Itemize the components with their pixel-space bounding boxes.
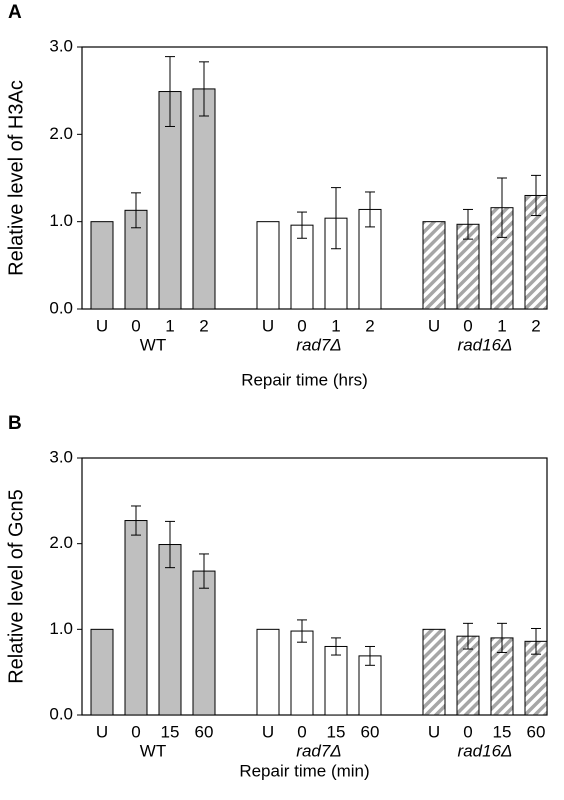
plot-frame xyxy=(81,46,548,310)
error-bar xyxy=(297,211,307,239)
bar xyxy=(192,88,216,310)
x-tick-label: 2 xyxy=(199,316,208,335)
bar xyxy=(256,221,280,310)
error-bar xyxy=(365,645,375,666)
x-tick-label: 1 xyxy=(331,316,340,335)
error-bar xyxy=(297,619,307,643)
error-bar xyxy=(165,56,175,127)
x-tick-label: 0 xyxy=(297,316,306,335)
error-bar xyxy=(463,208,473,240)
bar xyxy=(290,630,314,716)
x-tick-label: U xyxy=(262,316,274,335)
error-bar xyxy=(497,622,507,653)
x-tick-label: 0 xyxy=(131,316,140,335)
y-axis-label: Relative level of Gcn5 xyxy=(5,489,27,684)
y-tick-label: 0.0 xyxy=(49,298,73,317)
group-label: rad16Δ xyxy=(458,335,513,354)
group-label: rad7Δ xyxy=(296,335,341,354)
x-tick-label: 60 xyxy=(361,722,380,741)
error-bar xyxy=(199,553,209,589)
x-tick-label: 15 xyxy=(161,722,180,741)
group-label: WT xyxy=(140,335,166,354)
bar xyxy=(422,221,446,310)
group-label: WT xyxy=(140,741,166,760)
x-axis-label: Repair time (hrs) xyxy=(241,370,368,389)
x-tick-label: 60 xyxy=(527,722,546,741)
x-tick-label: 2 xyxy=(531,316,540,335)
x-tick-label: U xyxy=(262,722,274,741)
y-tick-label: 0.0 xyxy=(49,704,73,723)
x-tick-label: U xyxy=(96,316,108,335)
bar xyxy=(422,628,446,716)
error-bar xyxy=(531,627,541,655)
bar xyxy=(90,628,114,716)
bar xyxy=(158,544,182,716)
x-tick-label: 15 xyxy=(493,722,512,741)
y-tick-label: 2.0 xyxy=(49,124,73,143)
error-bar xyxy=(331,187,341,250)
error-bar xyxy=(463,622,473,650)
error-bar xyxy=(331,637,341,656)
error-bar xyxy=(531,174,541,217)
y-tick-label: 1.0 xyxy=(49,619,73,638)
x-tick-label: 1 xyxy=(497,316,506,335)
x-tick-label: 0 xyxy=(463,722,472,741)
bar xyxy=(324,645,348,716)
x-tick-label: 1 xyxy=(165,316,174,335)
bar xyxy=(256,628,280,716)
group-label: rad16Δ xyxy=(458,741,513,760)
x-tick-label: U xyxy=(428,316,440,335)
y-axis-label: Relative level of H3Ac xyxy=(5,80,27,276)
y-tick-label: 3.0 xyxy=(49,36,73,55)
x-tick-label: 60 xyxy=(195,722,214,741)
error-bar xyxy=(365,191,375,228)
panel-label: B xyxy=(8,413,22,434)
x-tick-label: U xyxy=(428,722,440,741)
plot-frame xyxy=(81,457,548,716)
bar xyxy=(192,570,216,716)
group-label: rad7Δ xyxy=(296,741,341,760)
x-tick-label: 2 xyxy=(365,316,374,335)
x-tick-label: 15 xyxy=(327,722,346,741)
x-tick-label: 0 xyxy=(297,722,306,741)
error-bar xyxy=(131,505,141,536)
error-bar xyxy=(199,61,209,117)
bar xyxy=(90,221,114,310)
y-tick-label: 3.0 xyxy=(49,447,73,466)
bar xyxy=(124,520,148,716)
y-tick-label: 2.0 xyxy=(49,533,73,552)
y-tick-label: 1.0 xyxy=(49,211,73,230)
error-bar xyxy=(165,520,175,569)
error-bar xyxy=(497,177,507,238)
panel-label: A xyxy=(8,2,22,23)
error-bar xyxy=(131,192,141,229)
x-tick-label: 0 xyxy=(463,316,472,335)
x-tick-label: 0 xyxy=(131,722,140,741)
x-axis-label: Repair time (min) xyxy=(239,761,369,780)
x-tick-label: U xyxy=(96,722,108,741)
